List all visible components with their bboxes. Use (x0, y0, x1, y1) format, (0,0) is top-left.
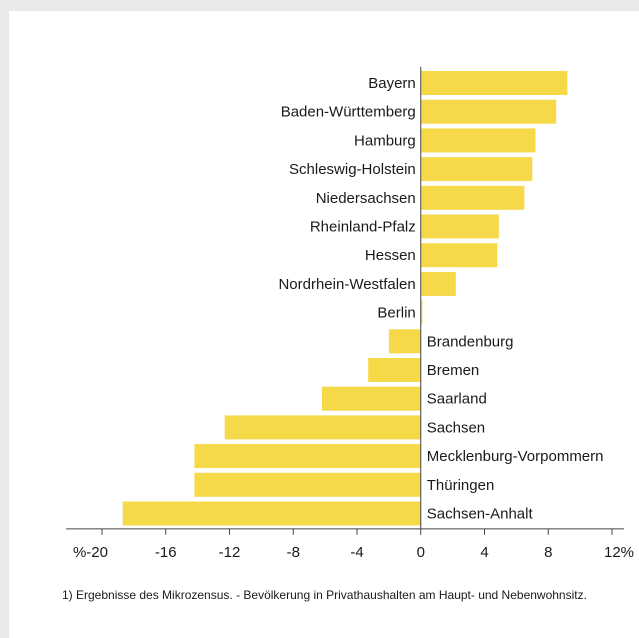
x-tick-label: 4 (480, 544, 488, 561)
x-tick-label: -8 (287, 544, 300, 561)
category-label: Nordrhein-Westfalen (278, 276, 415, 293)
x-tick-label: 8 (544, 544, 552, 561)
bar-bayern (420, 71, 568, 95)
bar-brandenburg (388, 329, 421, 354)
category-label: Hamburg (354, 132, 416, 149)
bar-hessen (420, 243, 498, 268)
category-label: Rheinland-Pfalz (310, 219, 416, 236)
bar-saarland (321, 386, 421, 411)
bar-rheinland-pfalz (420, 214, 499, 239)
category-label: Sachsen-Anhalt (427, 506, 534, 523)
category-label: Thüringen (427, 477, 495, 494)
category-label: Baden-Württemberg (281, 104, 416, 121)
bar-bremen (368, 358, 421, 382)
category-label: Saarland (427, 391, 487, 408)
category-label: Bremen (427, 362, 480, 379)
bar-sachsen (224, 415, 421, 440)
x-tick-label: %-20 (73, 544, 108, 561)
category-label: Berlin (377, 305, 415, 322)
bar-sachsen-anhalt (122, 501, 421, 526)
category-label: Schleswig-Holstein (289, 161, 416, 178)
bar-berlin (420, 300, 423, 325)
category-label: Brandenburg (427, 333, 514, 350)
bar-schleswig-holstein (420, 157, 533, 182)
category-label: Hessen (365, 247, 416, 264)
x-tick-label: 12% (604, 544, 634, 561)
bar-nordrhein-westfalen (420, 271, 456, 296)
category-label: Bayern (368, 75, 416, 92)
category-label: Sachsen (427, 419, 485, 436)
chart-panel: Bayern Baden-Württemberg Hamburg Schleswig-… (9, 11, 639, 638)
bar-thüringen (194, 472, 421, 497)
bar-hamburg (420, 128, 536, 153)
x-tick-label: -16 (155, 544, 177, 561)
bar-mecklenburg-vorpommern (194, 444, 421, 469)
x-tick-label: -4 (350, 544, 363, 561)
x-tick-label: 0 (417, 544, 425, 561)
category-label: Mecklenburg-Vorpommern (427, 448, 604, 465)
bar-baden-württemberg (420, 99, 557, 124)
category-label: Niedersachsen (316, 190, 416, 207)
bar-chart: Bayern Baden-Württemberg Hamburg Schleswig-… (66, 66, 634, 561)
x-tick-label: -12 (219, 544, 241, 561)
bar-niedersachsen (420, 185, 525, 210)
footnote: 1) Ergebnisse des Mikrozensus. - Bevölke… (62, 588, 587, 602)
